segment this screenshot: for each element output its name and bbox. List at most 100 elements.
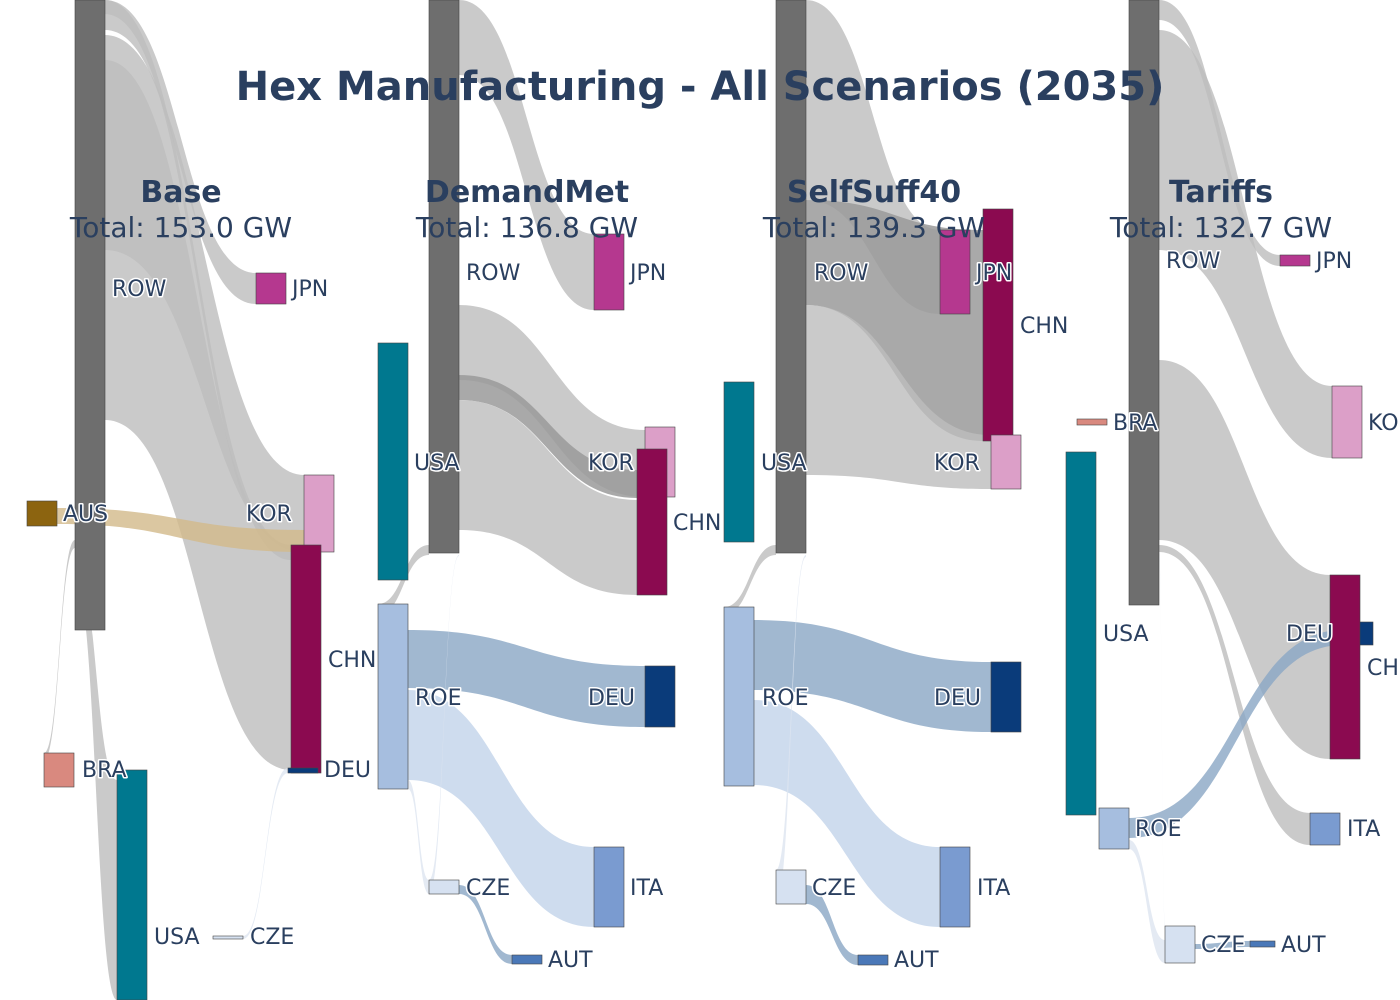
node-label-base-usa: USA <box>154 925 200 950</box>
node-label-tariffs-kor: KOR <box>1368 411 1400 436</box>
node-label-tariffs-chn: CHN <box>1367 656 1400 681</box>
node-tariffs-chn <box>1329 574 1361 760</box>
panel-selfsuff40-name: SelfSuff40 <box>787 175 961 210</box>
node-label-demandmet-ita: ITA <box>630 876 663 901</box>
node-tariffs-bra <box>1076 418 1108 426</box>
link-selfsuff40-row-kor <box>806 305 991 489</box>
link-tariffs-row-ita <box>1159 545 1310 845</box>
node-selfsuff40-roe <box>723 606 755 787</box>
link-demandmet-row-chn <box>459 375 637 498</box>
node-label-base-row: ROW <box>112 277 167 302</box>
link-base-row-chn <box>105 60 291 770</box>
link-tariffs-roe-deu <box>1129 630 1343 838</box>
panel-headers: Base Total: 153.0 GW DemandMet Total: 13… <box>69 175 1332 244</box>
panel-base-total: Total: 153.0 GW <box>69 211 292 244</box>
link-base-usa-cze <box>243 768 288 939</box>
panel-demandmet-total: Total: 136.8 GW <box>415 211 638 244</box>
node-tariffs-aut <box>1249 940 1276 948</box>
link-demandmet-row-roe <box>459 400 637 595</box>
node-label-demandmet-cze: CZE <box>466 876 510 901</box>
node-label-base-deu: DEU <box>324 758 371 783</box>
node-tariffs-jpn <box>1279 254 1311 267</box>
node-label-selfsuff40-cze: CZE <box>812 876 856 901</box>
node-label-selfsuff40-chn: CHN <box>1020 314 1068 339</box>
node-base-aus <box>26 500 58 527</box>
node-label-demandmet-chn: CHN <box>673 511 721 536</box>
node-label-tariffs-cze: CZE <box>1201 933 1245 958</box>
node-label-base-aus: AUS <box>63 502 108 527</box>
node-label-demandmet-roe: ROE <box>415 686 462 711</box>
node-base-cze <box>212 935 244 940</box>
node-label-base-jpn: JPN <box>290 277 328 302</box>
link-selfsuff40-row-chn <box>806 200 983 441</box>
node-label-tariffs-usa: USA <box>1103 622 1149 647</box>
node-label-tariffs-aut: AUT <box>1281 933 1326 958</box>
node-selfsuff40-cze <box>775 869 807 905</box>
panel-tariffs-total: Total: 132.7 GW <box>1109 211 1332 244</box>
node-labels-layer: ROW JPN AUS KOR CHN BRA DEU USA CZE ROW JPN USA KOR C… <box>62 248 1400 975</box>
node-selfsuff40-chn <box>982 208 1014 442</box>
link-demandmet-link-9 <box>459 885 512 964</box>
link-demandmet-roe-deu <box>408 630 645 727</box>
node-selfsuff40-usa <box>723 381 755 543</box>
node-label-tariffs-deu: DEU <box>1286 622 1333 647</box>
node-demandmet-aut <box>511 954 543 965</box>
link-demandmet-roe-cze <box>408 780 429 894</box>
node-demandmet-jpn <box>593 233 625 311</box>
node-label-demandmet-aut: AUT <box>548 948 593 973</box>
node-label-demandmet-jpn: JPN <box>628 261 666 286</box>
node-label-tariffs-jpn: JPN <box>1314 249 1352 274</box>
chart-title: Hex Manufacturing - All Scenarios (2035) <box>236 64 1165 110</box>
panel-base-name: Base <box>140 175 221 210</box>
link-base-row-bra <box>105 0 291 560</box>
link-tariffs-row-kor <box>1159 30 1332 458</box>
node-selfsuff40-deu <box>990 661 1022 733</box>
link-selfsuff40-roe-cze <box>806 885 858 965</box>
links-layer <box>44 0 1343 1000</box>
node-demandmet-cze <box>428 879 460 895</box>
node-label-tariffs-row: ROW <box>1166 249 1221 274</box>
node-label-demandmet-kor: KOR <box>588 451 634 476</box>
node-label-tariffs-ita: ITA <box>1347 817 1380 842</box>
node-base-kor <box>303 474 335 553</box>
node-tariffs-ita <box>1309 812 1341 846</box>
link-demandmet-roe-ita <box>408 690 594 927</box>
link-demandmet-row-jpn <box>459 0 594 310</box>
panel-selfsuff40-total: Total: 139.3 GW <box>762 211 985 244</box>
link-demandmet-row-kor <box>459 305 645 497</box>
node-demandmet-usa <box>377 342 409 581</box>
node-label-selfsuff40-deu: DEU <box>934 686 981 711</box>
link-tariffs-row-cze <box>1159 552 1165 930</box>
link-base-row-usa <box>57 508 304 552</box>
node-label-selfsuff40-jpn: JPN <box>974 261 1012 286</box>
node-selfsuff40-kor <box>990 434 1022 490</box>
node-label-base-cze: CZE <box>250 925 294 950</box>
node-label-selfsuff40-usa: USA <box>761 451 807 476</box>
node-label-base-kor: KOR <box>246 502 292 527</box>
panel-tariffs-name: Tariffs <box>1169 175 1273 210</box>
nodes-layer <box>26 0 1374 1000</box>
node-label-tariffs-bra: BRA <box>1113 411 1158 436</box>
node-tariffs-usa <box>1065 451 1097 816</box>
node-label-demandmet-deu: DEU <box>588 686 635 711</box>
node-label-selfsuff40-ita: ITA <box>977 876 1010 901</box>
node-base-usa <box>116 769 148 1000</box>
node-base-chn <box>290 544 322 774</box>
node-label-selfsuff40-aut: AUT <box>894 948 939 973</box>
node-label-demandmet-usa: USA <box>414 451 460 476</box>
node-selfsuff40-jpn <box>939 229 971 315</box>
node-demandmet-chn <box>636 448 668 596</box>
node-tariffs-kor <box>1331 385 1363 459</box>
link-base-row-jpn <box>105 0 256 304</box>
node-tariffs-row <box>1128 0 1160 606</box>
node-demandmet-ita <box>593 846 625 928</box>
node-selfsuff40-row <box>775 0 807 554</box>
node-label-tariffs-roe: ROE <box>1135 817 1182 842</box>
node-demandmet-roe <box>377 603 409 790</box>
link-demandmet-cze-aut <box>429 555 459 894</box>
node-label-base-bra: BRA <box>82 758 127 783</box>
node-base-deu <box>287 767 319 774</box>
node-label-selfsuff40-row: ROW <box>814 261 869 286</box>
panel-demandmet-name: DemandMet <box>425 175 629 210</box>
